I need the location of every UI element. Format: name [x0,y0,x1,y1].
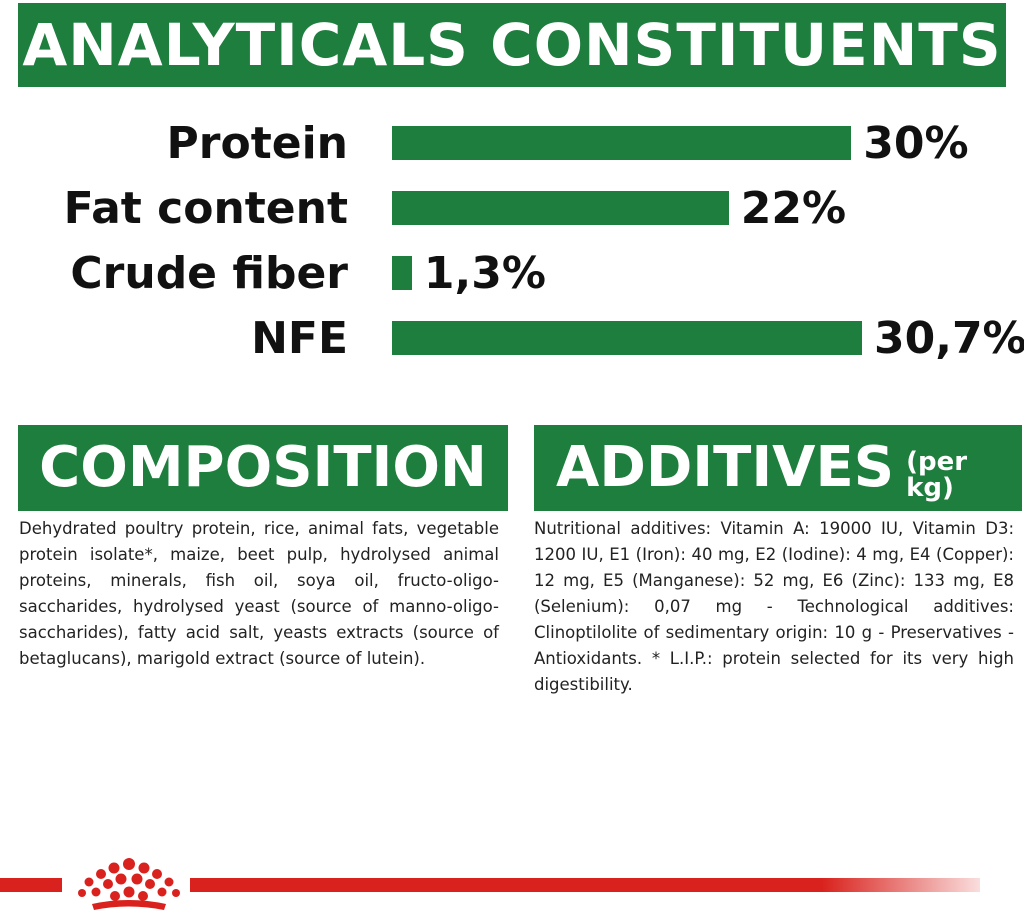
additives-banner: ADDITIVES (per kg) [534,425,1022,511]
analyticals-banner: ANALYTICALS CONSTITUENTS [18,3,1006,87]
bar-label: NFE [251,313,348,364]
crown-logo-icon [70,852,188,914]
composition-banner: COMPOSITION [18,425,508,511]
bar-label: Protein [166,118,348,169]
bar-fill [392,126,852,160]
additives-text: Nutritional additives: Vitamin A: 19000 … [534,519,1014,694]
bar-value: 30% [863,118,969,169]
bar-value: 30,7% [874,313,1024,364]
composition-text: Dehydrated poultry protein, rice, animal… [19,519,499,668]
bar-fill [392,191,729,225]
bar-fill [392,256,412,290]
bar-label: Crude fiber [70,248,348,299]
footer-red-line [190,878,980,892]
footer-red-line-left [0,878,62,892]
bar-fill [392,321,862,355]
composition-title: COMPOSITION [39,435,487,500]
bar-value: 22% [740,183,847,234]
analyticals-title: ANALYTICALS CONSTITUENTS [22,11,1002,79]
additives-title: ADDITIVES [556,435,895,500]
bar-value: 1,3% [423,248,546,299]
bar-label: Fat content [63,183,348,234]
additives-subtitle: (per kg) [906,447,968,503]
